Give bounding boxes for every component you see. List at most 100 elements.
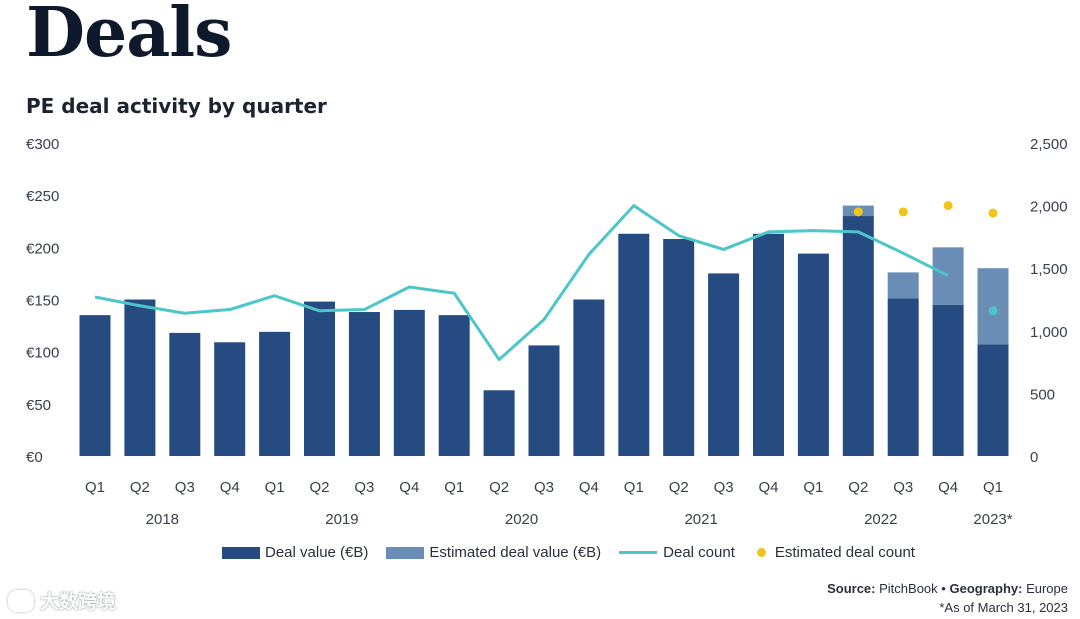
x-tick-label: Q1	[983, 479, 1003, 496]
watermark-logo-icon	[8, 589, 34, 612]
source-separator: •	[941, 581, 946, 596]
year-label: 2018	[146, 511, 179, 528]
geography-label: Geography:	[949, 581, 1023, 596]
bar-estimated-deal-value	[932, 247, 964, 305]
legend-label: Deal value (€B)	[265, 544, 369, 561]
bar-deal-value	[79, 315, 111, 456]
bar-deal-value	[663, 238, 695, 456]
bar-deal-value	[304, 301, 335, 456]
x-tick-label: Q2	[848, 479, 868, 496]
legend-label: Estimated deal value (€B)	[429, 544, 602, 561]
year-label: 2020	[505, 511, 538, 528]
bar-deal-value	[797, 253, 829, 456]
legend-swatch-deal-count	[619, 551, 658, 554]
y-left-tick-label: €250	[26, 188, 59, 205]
x-tick-label: Q2	[130, 479, 150, 496]
right-axis: 2,500 2,000 1,500 1,000 500 0	[1030, 136, 1068, 466]
x-tick-label: Q2	[669, 479, 689, 496]
x-tick-label: Q3	[893, 479, 913, 496]
x-tick-label: Q2	[309, 479, 329, 496]
bar-estimated-deal-value	[887, 272, 919, 299]
x-tick-label: Q4	[579, 479, 599, 496]
legend-item-deal-value: Deal value (€B)	[222, 544, 368, 561]
estimated-deal-count-point	[943, 201, 953, 211]
legend-swatch-estimated-count	[756, 548, 766, 557]
bar-deal-value	[932, 304, 964, 456]
watermark: 大数跨境	[8, 587, 116, 614]
x-tick-label: Q1	[265, 479, 285, 496]
legend-label: Estimated deal count	[774, 544, 915, 561]
estimated-deal-count-point	[898, 207, 908, 217]
bar-deal-value	[573, 299, 605, 456]
x-tick-label: Q3	[175, 479, 195, 496]
estimated-points-group	[853, 201, 998, 316]
y-left-tick-label: €100	[26, 345, 59, 362]
x-tick-label: Q3	[354, 479, 374, 496]
x-axis-labels: Q1 Q2 Q3 Q4 Q1 Q2 Q3 Q4 Q1 Q2 Q3 Q4 Q1 Q2 Q3 Q4 Q1 Q2 Q3 Q4…	[85, 479, 1003, 496]
year-label: 2019	[325, 511, 358, 528]
x-tick-label: Q4	[220, 479, 240, 496]
bar-deal-value	[618, 233, 650, 456]
year-labels: 2018 2019 2020 2021 2022 2023*	[146, 511, 1013, 528]
bar-deal-value	[124, 299, 156, 456]
y-right-tick-label: 1,500	[1030, 261, 1068, 278]
bar-deal-value	[842, 216, 874, 456]
y-right-tick-label: 500	[1030, 386, 1055, 403]
legend-item-deal-count: Deal count	[619, 544, 735, 561]
bar-deal-value	[977, 344, 1009, 456]
left-axis: €300 €250 €200 €150 €100 €50 €0	[26, 136, 59, 466]
deal-count-line-group	[94, 204, 949, 362]
bar-deal-value	[528, 345, 560, 456]
estimated-deal-count-point	[853, 207, 863, 217]
bar-deal-value	[483, 390, 515, 456]
source-note: Source: PitchBook • Geography: Europe	[827, 581, 1068, 596]
x-tick-label: Q2	[489, 479, 509, 496]
bars-group	[79, 205, 1009, 456]
bar-deal-value	[348, 312, 380, 456]
bar-deal-value	[259, 331, 291, 456]
legend-swatch-deal-value	[222, 546, 260, 559]
geography-value: Europe	[1026, 581, 1068, 596]
legend-item-estimated-deal-value: Estimated deal value (€B)	[386, 544, 601, 561]
deal-count-line	[94, 204, 949, 362]
y-right-tick-label: 2,500	[1030, 136, 1068, 153]
x-tick-label: Q3	[714, 479, 734, 496]
y-right-tick-label: 0	[1030, 449, 1038, 466]
y-left-tick-label: €0	[26, 449, 43, 466]
x-tick-label: Q3	[534, 479, 554, 496]
year-label: 2022	[864, 511, 897, 528]
bar-deal-value	[169, 332, 201, 456]
x-tick-label: Q1	[85, 479, 105, 496]
x-tick-label: Q4	[399, 479, 419, 496]
y-left-tick-label: €200	[26, 240, 59, 257]
estimated-deal-count-point	[988, 208, 998, 218]
chart-subtitle: PE deal activity by quarter	[26, 94, 327, 118]
x-tick-label: Q1	[444, 479, 464, 496]
legend-swatch-estimated-value	[386, 546, 425, 559]
bar-deal-value	[753, 233, 784, 456]
y-right-tick-label: 2,000	[1030, 199, 1068, 216]
bar-deal-value	[393, 309, 425, 456]
as-of-note: *As of March 31, 2023	[939, 600, 1068, 615]
bar-deal-value	[438, 315, 470, 456]
x-tick-label: Q1	[803, 479, 823, 496]
chart-legend: Deal value (€B) Estimated deal value (€B…	[222, 544, 933, 561]
y-left-tick-label: €150	[26, 293, 59, 310]
bar-deal-value	[708, 273, 740, 456]
y-right-tick-label: 1,000	[1030, 324, 1068, 341]
y-left-tick-label: €300	[26, 136, 59, 153]
watermark-text: 大数跨境	[40, 592, 117, 613]
bar-deal-value	[214, 342, 246, 456]
year-label: 2021	[684, 511, 717, 528]
y-left-tick-label: €50	[26, 397, 51, 414]
source-label: Source:	[827, 581, 876, 596]
source-value: PitchBook	[879, 581, 938, 596]
x-tick-label: Q1	[624, 479, 644, 496]
chart-canvas: €300 €250 €200 €150 €100 €50 €0 2,500 2,000 1,50…	[26, 136, 1068, 528]
x-tick-label: Q4	[938, 479, 958, 496]
page-title: Deals	[26, 0, 232, 73]
deal-count-2023-point	[988, 306, 998, 316]
legend-label: Deal count	[663, 544, 735, 561]
x-tick-label: Q4	[758, 479, 778, 496]
legend-item-estimated-deal-count: Estimated deal count	[753, 544, 915, 561]
